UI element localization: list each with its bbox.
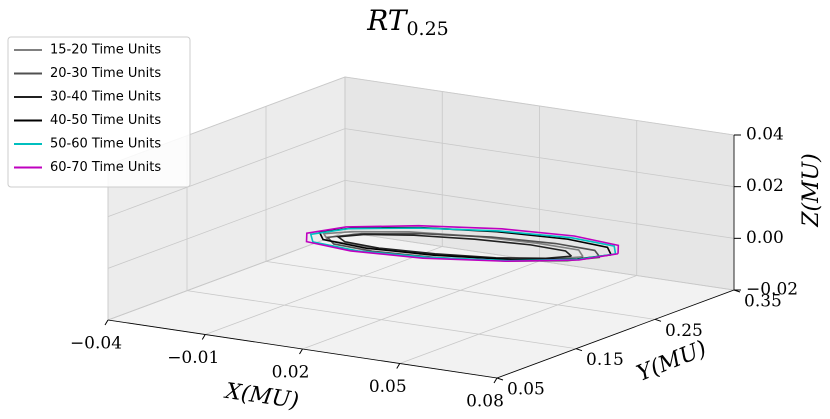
x-tick-label: 0.05: [369, 377, 407, 397]
axis-line: [496, 289, 735, 379]
grid-line: [186, 290, 577, 350]
z-axis-label: Z(MU): [799, 153, 824, 228]
x-tick-label: 0.02: [272, 363, 310, 383]
y-axis-label: Y(MU): [633, 336, 710, 386]
tick-mark: [654, 318, 662, 322]
orbit-line: [305, 224, 620, 263]
z-tick-label: 0.02: [746, 176, 784, 196]
grid-line: [107, 231, 346, 321]
legend-label: 60-70 Time Units: [50, 160, 161, 175]
x-tick-label: 0.08: [466, 392, 504, 412]
grid-line: [265, 260, 656, 320]
tick-mark: [201, 334, 206, 340]
orbit-line: [335, 233, 573, 260]
chart-title: RT0.25: [366, 4, 449, 41]
grid-line: [107, 128, 346, 218]
grid-line: [205, 246, 443, 335]
legend-label: 30-40 Time Units: [50, 90, 161, 105]
legend-label: 20-30 Time Units: [50, 66, 161, 81]
grid-line: [344, 128, 735, 188]
orbit-line: [318, 226, 612, 261]
legend-label: 15-20 Time Units: [50, 43, 161, 58]
legend-label: 40-50 Time Units: [50, 113, 161, 128]
y-tick-label: 0.25: [665, 321, 703, 341]
tick-mark: [496, 377, 504, 381]
z-tick-label: 0.00: [746, 228, 784, 248]
title-subscript: 0.25: [406, 18, 448, 40]
x-tick-label: −0.04: [70, 334, 122, 354]
grid-line: [107, 179, 346, 269]
y-tick-label: 0.05: [507, 380, 545, 400]
legend: 15-20 Time Units 20-30 Time Units 30-40 Ti…: [7, 36, 191, 188]
legend-label: 50-60 Time Units: [50, 137, 161, 152]
tick-mark: [575, 348, 583, 352]
tick-mark: [396, 363, 401, 369]
grid-line: [344, 179, 735, 239]
title-main: RT: [366, 4, 409, 37]
grid-line: [302, 260, 540, 350]
tick-mark: [104, 319, 109, 326]
grid-line: [344, 76, 735, 136]
grid-line: [399, 275, 637, 364]
x-axis-label: X(MU): [222, 379, 301, 414]
y-tick-label: 0.35: [744, 292, 782, 312]
x-tick-label: −0.01: [167, 348, 219, 368]
z-tick-label: −0.02: [746, 280, 798, 300]
tick-mark: [299, 348, 303, 355]
z-tick-label: 0.04: [746, 125, 784, 145]
tick-mark: [493, 377, 498, 384]
y-tick-label: 0.15: [586, 350, 624, 370]
legend-box: [7, 36, 191, 188]
